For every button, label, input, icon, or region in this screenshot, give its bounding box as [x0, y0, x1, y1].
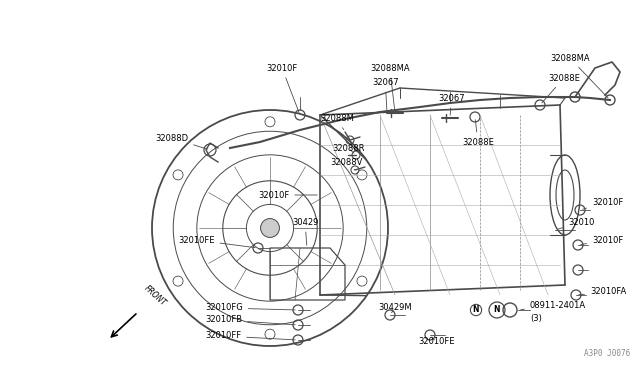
Text: 32010F: 32010F: [580, 235, 623, 244]
Text: 32010F: 32010F: [258, 190, 317, 199]
Text: 32067: 32067: [438, 93, 465, 115]
Text: 32088D: 32088D: [155, 134, 207, 149]
Text: 32010FF: 32010FF: [205, 331, 295, 340]
Text: 32010F: 32010F: [266, 64, 299, 112]
Text: 30429: 30429: [292, 218, 318, 245]
Text: 32088E: 32088E: [542, 74, 580, 103]
Text: 30429M: 30429M: [378, 304, 412, 313]
Text: 32010FG: 32010FG: [205, 304, 295, 312]
Text: FRONT: FRONT: [142, 284, 167, 308]
Text: 32010FE: 32010FE: [418, 337, 454, 346]
Text: 32010F: 32010F: [582, 198, 623, 209]
Text: 32010FB: 32010FB: [205, 315, 295, 325]
Text: N: N: [473, 305, 479, 314]
Text: 32088MA: 32088MA: [550, 54, 608, 98]
Text: 32010: 32010: [557, 218, 595, 229]
Text: 32010FE: 32010FE: [178, 235, 255, 248]
Text: 32067: 32067: [372, 77, 399, 110]
Circle shape: [260, 219, 280, 237]
Text: 32088R: 32088R: [332, 144, 365, 153]
Text: 32010FA: 32010FA: [579, 288, 627, 296]
Text: A3P0 J0076: A3P0 J0076: [584, 349, 630, 358]
Text: 32088V: 32088V: [330, 157, 362, 170]
Text: 08911-2401A: 08911-2401A: [521, 301, 586, 310]
Text: (3): (3): [530, 314, 542, 323]
Text: 32088MA: 32088MA: [370, 64, 410, 110]
Text: 32088M: 32088M: [320, 113, 354, 129]
Text: 32088E: 32088E: [462, 120, 494, 147]
Text: N: N: [493, 305, 500, 314]
